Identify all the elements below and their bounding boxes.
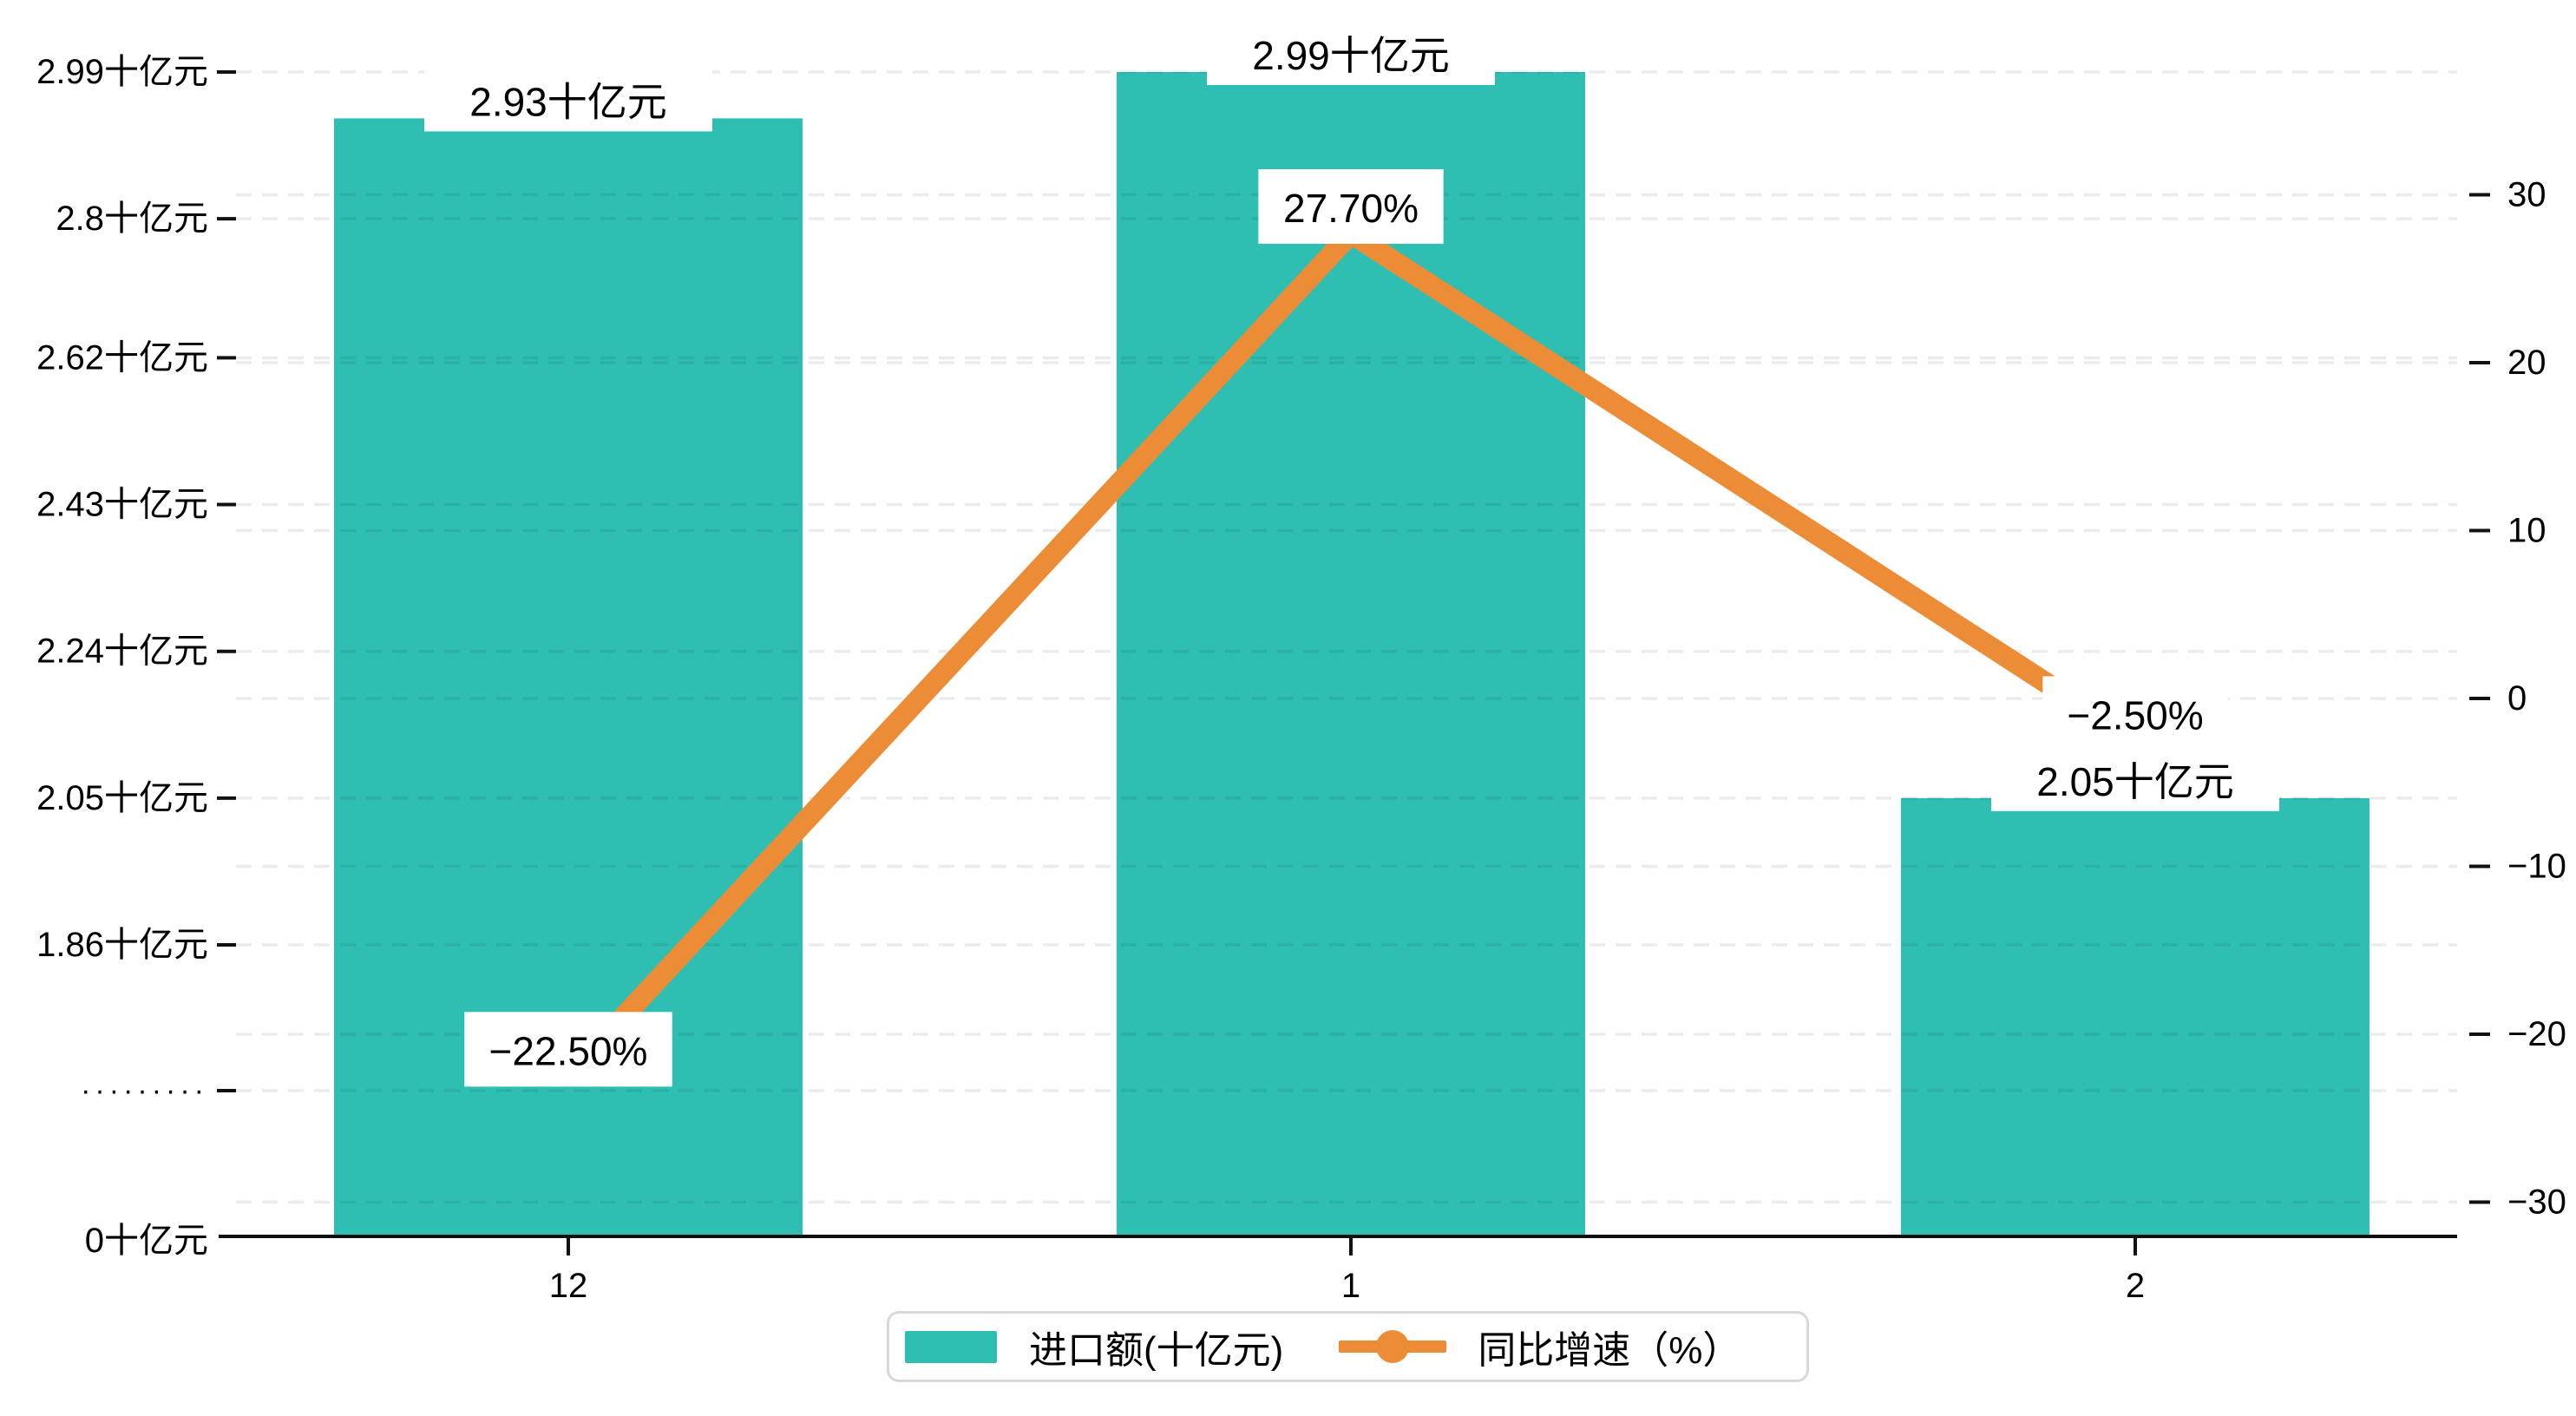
- bar-value-label-bg: [1991, 748, 2279, 811]
- line-value-label: −22.50%: [489, 1028, 648, 1073]
- bar-series-swatch-icon: [905, 1330, 997, 1363]
- left-axis-tick-label: 2.24十亿元: [36, 633, 208, 671]
- axes: 2.99十亿元 2.8十亿元 2.62十亿元 2.43十亿元 2.24十亿元 2.05十亿…: [36, 53, 2566, 1305]
- line-series-marker-icon: [1339, 1330, 1447, 1363]
- line-value-label: −2.50%: [2067, 692, 2203, 738]
- legend: 进口额(十亿元) 同比增速（%）: [887, 1311, 1809, 1382]
- left-axis-tick-label: 0十亿元: [85, 1222, 208, 1260]
- line-value-label-bg: [464, 1012, 672, 1087]
- legend-item-yoy-growth: 同比增速（%）: [1283, 1319, 1740, 1374]
- left-axis-tick-label: 2.62十亿元: [36, 338, 208, 377]
- right-axis-tick-label: 10: [2507, 512, 2547, 550]
- line-value-label: 27.70%: [1283, 186, 1419, 231]
- right-axis-tick-label: −10: [2507, 848, 2566, 886]
- legend-label-yoy-growth: 同比增速（%）: [1478, 1329, 1741, 1372]
- bar-2: [1901, 797, 2370, 1236]
- bar-value-label-bg: [1207, 23, 1495, 85]
- legend-item-import-amount: 进口额(十亿元): [889, 1319, 1283, 1374]
- line-value-label-bg: [2042, 676, 2228, 751]
- legend-label-import-amount: 进口额(十亿元): [1029, 1329, 1284, 1372]
- left-axis-tick-label: 2.99十亿元: [36, 53, 208, 91]
- line-series-dot-icon: [1376, 1330, 1410, 1363]
- bar-value-label: 2.93十亿元: [469, 79, 667, 124]
- bar-value-label: 2.05十亿元: [2036, 759, 2234, 804]
- left-axis-tick-label: 2.05十亿元: [36, 779, 208, 817]
- x-axis-tick-label: 12: [549, 1267, 588, 1305]
- bars: [334, 72, 2370, 1237]
- right-axis-tick-label: 0: [2507, 679, 2527, 718]
- left-axis-tick-label: ·········: [81, 1074, 208, 1107]
- right-axis-tick-label: −30: [2507, 1183, 2566, 1222]
- x-axis-tick-label: 2: [2126, 1267, 2145, 1305]
- right-axis-tick-label: −20: [2507, 1015, 2566, 1053]
- right-axis-tick-label: 20: [2507, 344, 2547, 382]
- bar-1: [1117, 72, 1585, 1236]
- x-axis-tick-label: 1: [1341, 1267, 1360, 1305]
- left-axis-tick-label: 2.8十亿元: [56, 200, 208, 238]
- value-labels: 2.93十亿元 2.99十亿元 2.05十亿元 −22.50% 27.70% −2.50%: [424, 23, 2279, 1087]
- left-axis-tick-label: 2.43十亿元: [36, 486, 208, 524]
- right-axis-tick-label: 30: [2507, 176, 2547, 214]
- bar-value-label: 2.99十亿元: [1252, 33, 1450, 78]
- line-value-label-bg: [1258, 169, 1444, 245]
- left-axis-tick-label: 1.86十亿元: [36, 926, 208, 964]
- bar-value-label-bg: [424, 69, 712, 132]
